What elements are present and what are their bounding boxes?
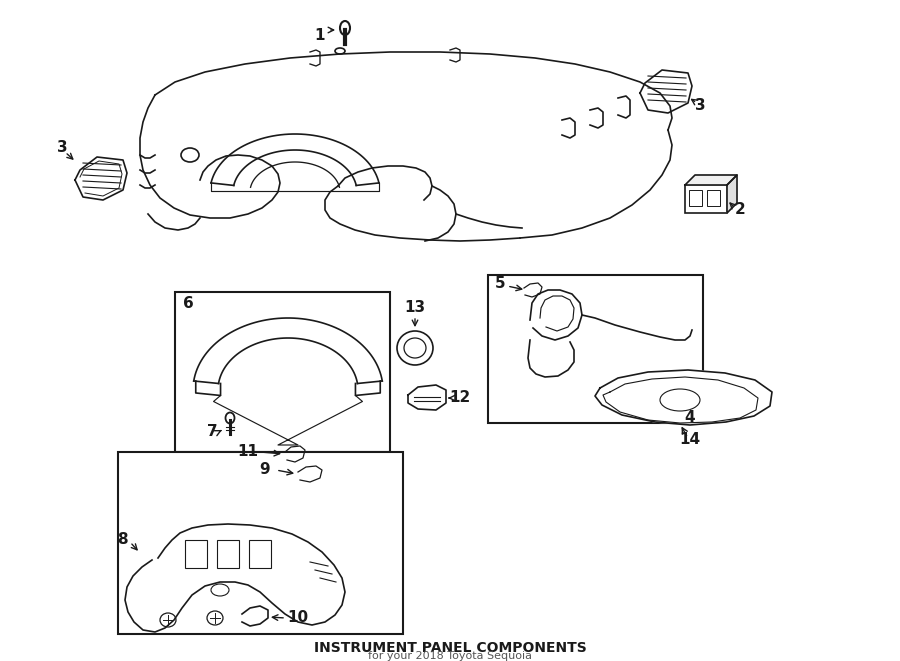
Text: 8: 8 (117, 533, 127, 547)
Polygon shape (75, 157, 127, 200)
Text: 7: 7 (207, 424, 217, 440)
Bar (185, 540, 207, 568)
Text: 2: 2 (734, 202, 745, 217)
Text: 11: 11 (238, 444, 258, 459)
Text: 3: 3 (695, 98, 706, 112)
Bar (217, 540, 239, 568)
Text: 9: 9 (260, 463, 270, 477)
Text: 1: 1 (315, 28, 325, 42)
Bar (175, 292, 390, 452)
Polygon shape (685, 175, 737, 185)
Bar (685, 185, 727, 213)
Text: for your 2018 Toyota Sequoia: for your 2018 Toyota Sequoia (368, 651, 532, 661)
Text: 14: 14 (680, 432, 700, 447)
Bar (488, 275, 703, 423)
Polygon shape (727, 175, 737, 213)
Text: 5: 5 (495, 276, 505, 292)
Polygon shape (125, 524, 345, 632)
Bar (118, 452, 403, 634)
Text: 6: 6 (183, 297, 194, 311)
Text: 12: 12 (449, 391, 471, 405)
Text: 4: 4 (685, 410, 696, 426)
Polygon shape (640, 70, 692, 113)
Text: 3: 3 (57, 141, 68, 155)
Polygon shape (408, 385, 446, 410)
Bar (249, 540, 271, 568)
Polygon shape (595, 370, 772, 425)
Bar (707, 190, 720, 206)
Bar (689, 190, 702, 206)
Text: 10: 10 (287, 611, 309, 625)
Text: 13: 13 (404, 301, 426, 315)
Text: INSTRUMENT PANEL COMPONENTS: INSTRUMENT PANEL COMPONENTS (313, 641, 587, 655)
